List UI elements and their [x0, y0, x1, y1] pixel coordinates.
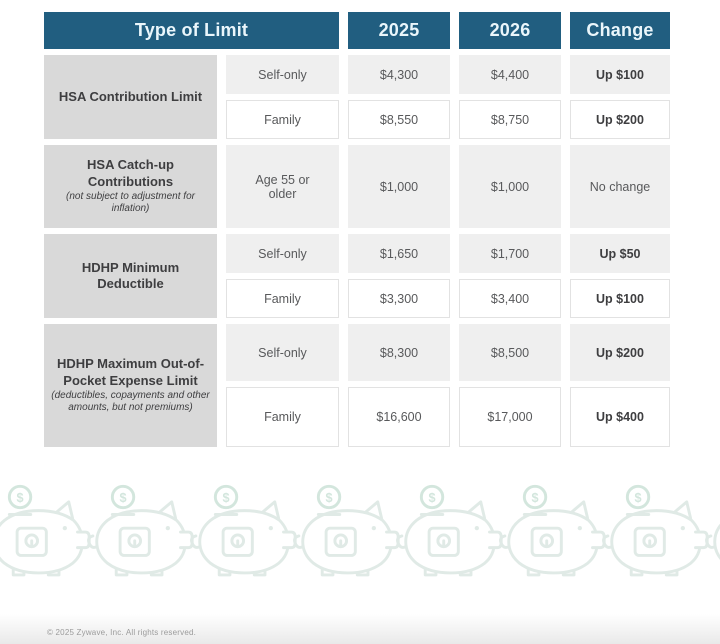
piggy-bank-icon: $ — [190, 484, 297, 577]
change-cell: Up $400 — [570, 387, 670, 447]
value-2025-cell: $4,300 — [348, 55, 450, 94]
coin-dollar-glyph: $ — [17, 491, 24, 505]
coin-dollar-glyph: $ — [223, 491, 230, 505]
change-value: Up $50 — [599, 246, 641, 261]
header-2026: 2026 — [459, 12, 561, 49]
value-2026: $1,000 — [490, 179, 530, 194]
category-cell: Age 55 or older — [226, 145, 339, 228]
value-2025-cell: $3,300 — [348, 279, 450, 318]
category-label: Family — [264, 112, 301, 127]
piggy-bank-icon: $ — [705, 484, 720, 577]
limits-table: Type of Limit 2025 2026 Change HSA Contr… — [44, 12, 670, 447]
header-2025-label: 2025 — [378, 20, 420, 40]
header-type-of-limit-label: Type of Limit — [134, 20, 249, 40]
group-name-hsa-contribution-limit: HSA Contribution Limit — [44, 55, 217, 139]
value-2026: $8,750 — [490, 112, 530, 127]
piggy-bank-icon: $ — [87, 484, 194, 577]
group-name-hsa-catch-up: HSA Catch-up Contributions (not subject … — [44, 145, 217, 228]
group-name-label: HSA Catch-up Contributions — [87, 157, 174, 189]
group-name-hdhp-minimum-deductible: HDHP Minimum Deductible — [44, 234, 217, 318]
group-note-label: (deductibles, copayments and other amoun… — [51, 389, 210, 414]
change-value: Up $200 — [596, 112, 644, 127]
value-2025: $1,000 — [379, 179, 419, 194]
value-2025-cell: $16,600 — [348, 387, 450, 447]
piggy-bank-icon: $ — [499, 484, 606, 577]
change-cell: Up $100 — [570, 55, 670, 94]
category-label: Self-only — [258, 67, 307, 82]
category-label: Family — [264, 410, 301, 424]
coin-dollar-glyph: $ — [429, 491, 436, 505]
category-label: Self-only — [258, 246, 307, 261]
category-cell: Family — [226, 279, 339, 318]
change-value: Up $100 — [596, 67, 644, 82]
value-2025: $4,300 — [379, 67, 419, 82]
category-cell: Self-only — [226, 324, 339, 381]
value-2025-cell: $1,650 — [348, 234, 450, 273]
group-note-label: (not subject to adjustment for inflation… — [66, 190, 195, 215]
header-type-of-limit: Type of Limit — [44, 12, 339, 49]
value-2025-cell: $8,300 — [348, 324, 450, 381]
value-2026-cell: $17,000 — [459, 387, 561, 447]
group-name-hdhp-max-oop: HDHP Maximum Out-of-Pocket Expense Limit… — [44, 324, 217, 447]
header-2025: 2025 — [348, 12, 450, 49]
category-label: Family — [264, 291, 301, 306]
coin-dollar-glyph: $ — [635, 491, 642, 505]
change-value: Up $200 — [596, 345, 644, 360]
value-2026-cell: $4,400 — [459, 55, 561, 94]
value-2026: $17,000 — [487, 410, 533, 424]
bottom-gradient — [0, 614, 720, 644]
group-name-label: HSA Contribution Limit — [58, 88, 203, 104]
change-cell: Up $100 — [570, 279, 670, 318]
change-cell: Up $200 — [570, 100, 670, 139]
value-2025: $16,600 — [376, 410, 422, 424]
value-2026-cell: $3,400 — [459, 279, 561, 318]
piggy-bank-row: $ $ $ $ $ $ $ $ — [0, 484, 720, 584]
category-label: Age 55 or older — [255, 172, 310, 201]
coin-dollar-glyph: $ — [532, 491, 539, 505]
piggy-bank-icon: $ — [293, 484, 400, 577]
category-cell: Self-only — [226, 234, 339, 273]
change-cell: No change — [570, 145, 670, 228]
value-2026: $3,400 — [490, 291, 530, 306]
group-name-label: HDHP Maximum Out-of-Pocket Expense Limit — [56, 356, 205, 388]
piggy-bank-icon: $ — [0, 484, 91, 577]
change-value: Up $400 — [596, 410, 644, 424]
value-2025: $3,300 — [379, 291, 419, 306]
piggy-bank-icon: $ — [396, 484, 503, 577]
value-2025-cell: $8,550 — [348, 100, 450, 139]
category-cell: Family — [226, 387, 339, 447]
header-2026-label: 2026 — [489, 20, 531, 40]
coin-dollar-glyph: $ — [326, 491, 333, 505]
group-name-label: HDHP Minimum Deductible — [81, 259, 180, 291]
piggy-bank-icon: $ — [602, 484, 709, 577]
change-value: No change — [589, 179, 651, 194]
value-2026-cell: $1,000 — [459, 145, 561, 228]
category-cell: Family — [226, 100, 339, 139]
value-2026-cell: $1,700 — [459, 234, 561, 273]
coin-dollar-glyph: $ — [120, 491, 127, 505]
value-2025-cell: $1,000 — [348, 145, 450, 228]
category-cell: Self-only — [226, 55, 339, 94]
change-cell: Up $200 — [570, 324, 670, 381]
header-change-label: Change — [586, 20, 654, 40]
value-2026-cell: $8,750 — [459, 100, 561, 139]
change-value: Up $100 — [596, 291, 644, 306]
value-2026-cell: $8,500 — [459, 324, 561, 381]
value-2025: $8,550 — [379, 112, 419, 127]
value-2026: $4,400 — [490, 67, 530, 82]
value-2026: $1,700 — [490, 246, 530, 261]
header-change: Change — [570, 12, 670, 49]
value-2025: $8,300 — [379, 345, 419, 360]
change-cell: Up $50 — [570, 234, 670, 273]
value-2025: $1,650 — [379, 246, 419, 261]
copyright-text: © 2025 Zywave, Inc. All rights reserved. — [47, 628, 197, 637]
value-2026: $8,500 — [490, 345, 530, 360]
category-label: Self-only — [258, 345, 307, 360]
